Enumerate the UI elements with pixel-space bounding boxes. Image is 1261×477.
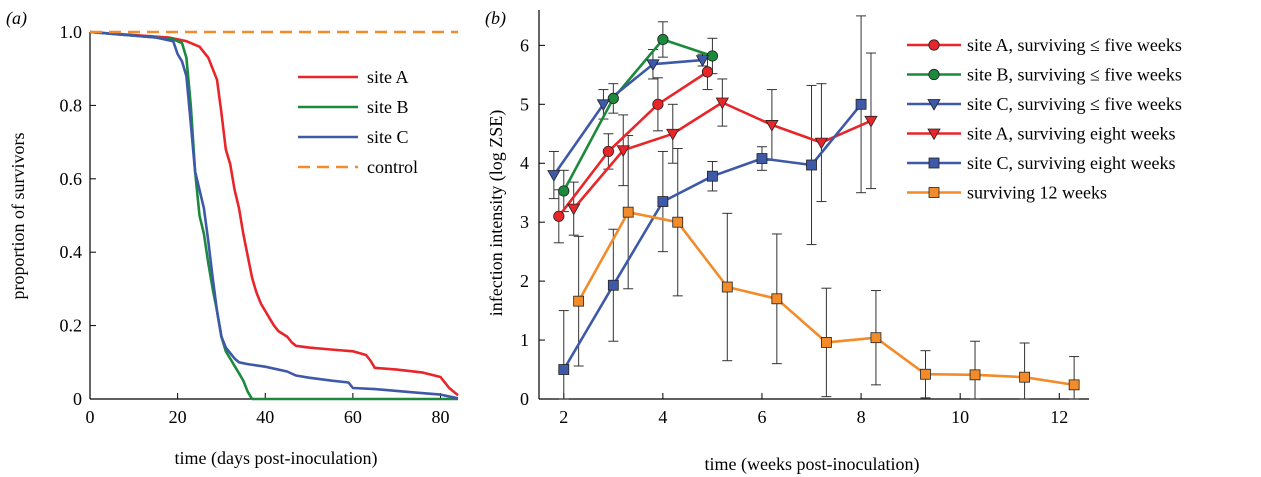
data-point-surviving-12-weeks [820, 337, 832, 348]
data-point-surviving-12-weeks [969, 369, 981, 381]
legend-label-site-b: site B [367, 97, 409, 117]
panel-a-y-tick-label: 0.6 [60, 169, 83, 189]
panel-a: (a) 0 20 40 60 80 0 0.2 0.4 0.6 0.8 1.0 time (days… [6, 8, 459, 469]
data-point-surviving-12-weeks [771, 293, 783, 305]
data-point-site-b-surviving-five-weeks [657, 33, 669, 46]
panel-b-y-axis-label: infection intensity (log ZSE) [486, 110, 507, 316]
legend-label-site-c-surviving-eight-weeks: site C, surviving eight weeks [967, 153, 1175, 173]
data-point-surviving-12-weeks [1068, 379, 1080, 391]
panel-b-label: (b) [485, 8, 506, 29]
data-point-surviving-12-weeks [1019, 371, 1030, 383]
data-point-site-a-surviving-eight-weeks [864, 115, 878, 128]
data-point-site-c-surviving-eight-weeks [558, 364, 570, 375]
series-line-site-c [89, 30, 459, 400]
legend-marker-surviving-12-weeks [928, 187, 940, 198]
data-point-site-a-surviving-five-weeks [553, 210, 565, 222]
legend-label-site-a-surviving-eight-weeks: site A, surviving eight weeks [967, 124, 1175, 144]
panel-b-y-tick-label: 3 [520, 212, 529, 232]
data-point-site-c-surviving-five-weeks [695, 55, 710, 67]
series-line-site-a-surviving-five-weeks [557, 70, 709, 218]
panel-b-y-tick-label: 1 [520, 330, 529, 350]
data-point-site-b-surviving-five-weeks [558, 185, 570, 197]
legend-marker-site-a-surviving-eight-weeks [927, 128, 941, 141]
panel-a-y-tick-label: 0.8 [60, 95, 83, 115]
data-point-site-c-surviving-five-weeks [547, 170, 561, 182]
panel-b-x-tick-label: 10 [951, 407, 969, 427]
panel-b-y-tick-label: 2 [520, 271, 529, 291]
data-point-site-c-surviving-eight-weeks [756, 153, 768, 164]
series-line-site-b [89, 30, 458, 401]
panel-a-y-tick-label: 1.0 [60, 22, 83, 42]
panel-b-x-tick-label: 6 [757, 407, 766, 427]
panel-b-x-tick-label: 2 [559, 407, 568, 427]
data-point-site-a-surviving-eight-weeks [566, 203, 581, 216]
data-point-surviving-12-weeks [920, 368, 931, 380]
data-point-site-a-surviving-five-weeks [652, 98, 664, 110]
data-point-surviving-12-weeks [573, 295, 585, 307]
panel-a-x-axis-label: time (days post-inoculation) [175, 448, 378, 469]
panel-a-label: (a) [6, 8, 27, 29]
series-line-site-c-surviving-five-weeks [552, 58, 703, 176]
legend-label-site-c: site C [367, 127, 409, 147]
data-point-site-c-surviving-eight-weeks [707, 170, 718, 182]
data-point-site-a-surviving-eight-weeks [715, 97, 730, 110]
legend-marker-site-c-surviving-eight-weeks [928, 157, 940, 169]
panel-a-x-tick-label: 80 [431, 407, 449, 427]
panel-a-x-tick-label: 40 [256, 407, 274, 427]
legend-label-site-b-surviving-five-weeks: site B, surviving ≤ five weeks [967, 65, 1182, 85]
data-point-site-c-surviving-eight-weeks [657, 196, 669, 207]
legend-label-site-a: site A [367, 67, 409, 87]
series-line-site-b-surviving-five-weeks [562, 38, 713, 192]
panel-b-legend: site A, surviving ≤ five weeks site B, su… [907, 35, 1182, 203]
panel-b-y-tick-label: 5 [520, 94, 529, 114]
data-point-surviving-12-weeks [721, 281, 733, 293]
panel-a-y-tick-label: 0.2 [60, 316, 83, 336]
legend-label-surviving-12-weeks: surviving 12 weeks [967, 183, 1107, 203]
data-point-site-c-surviving-five-weeks [596, 99, 611, 112]
panel-b-y-tick-label: 4 [520, 153, 529, 173]
panel-a-x-tick-label: 20 [169, 407, 187, 427]
legend-marker-site-b-surviving-five-weeks [928, 68, 940, 81]
data-point-surviving-12-weeks [672, 216, 684, 228]
panel-b-x-tick-label: 8 [857, 407, 866, 427]
panel-b-y-tick-label: 6 [520, 35, 529, 55]
panel-a-legend: site A site B site C control [298, 67, 418, 177]
panel-a-x-tick-label: 0 [86, 407, 95, 427]
legend-marker-site-a-surviving-five-weeks [928, 39, 940, 51]
data-point-site-b-surviving-five-weeks [607, 92, 619, 105]
panel-a-ticks: 0 20 40 60 80 0 0.2 0.4 0.6 0.8 1.0 [60, 22, 450, 427]
panel-a-y-tick-label: 0.4 [60, 242, 83, 262]
data-point-site-a-surviving-eight-weeks [814, 137, 829, 150]
data-point-site-a-surviving-eight-weeks [616, 145, 630, 158]
legend-label-control: control [367, 157, 418, 177]
data-point-site-a-surviving-eight-weeks [666, 128, 680, 141]
panel-b-x-axis-label: time (weeks post-inoculation) [705, 454, 920, 475]
data-point-site-c-surviving-eight-weeks [806, 159, 817, 171]
panel-a-x-tick-label: 60 [344, 407, 362, 427]
data-point-site-b-surviving-five-weeks [706, 50, 719, 62]
panel-b-x-tick-label: 12 [1050, 407, 1068, 427]
legend-label-site-c-surviving-five-weeks: site C, surviving ≤ five weeks [967, 94, 1182, 114]
panel-b-markers [547, 33, 1080, 391]
data-point-site-c-surviving-eight-weeks [855, 98, 867, 110]
legend-marker-site-c-surviving-five-weeks [927, 99, 941, 111]
panel-b-y-tick-label: 0 [520, 389, 529, 409]
panel-a-lines [89, 30, 459, 401]
data-point-site-a-surviving-eight-weeks [765, 120, 779, 132]
panel-b-x-tick-label: 4 [658, 407, 667, 427]
data-point-site-a-surviving-five-weeks [602, 145, 614, 158]
data-point-surviving-12-weeks [870, 332, 882, 344]
data-point-site-c-surviving-eight-weeks [607, 279, 619, 291]
data-point-site-a-surviving-five-weeks [701, 66, 714, 78]
data-point-surviving-12-weeks [622, 206, 634, 218]
data-point-site-c-surviving-five-weeks [646, 59, 660, 72]
series-line-site-a [89, 30, 459, 397]
legend-label-site-a-surviving-five-weeks: site A, surviving ≤ five weeks [967, 35, 1182, 55]
panel-a-y-tick-label: 0 [73, 389, 82, 409]
panel-a-y-axis-label: proportion of survivors [8, 133, 28, 300]
